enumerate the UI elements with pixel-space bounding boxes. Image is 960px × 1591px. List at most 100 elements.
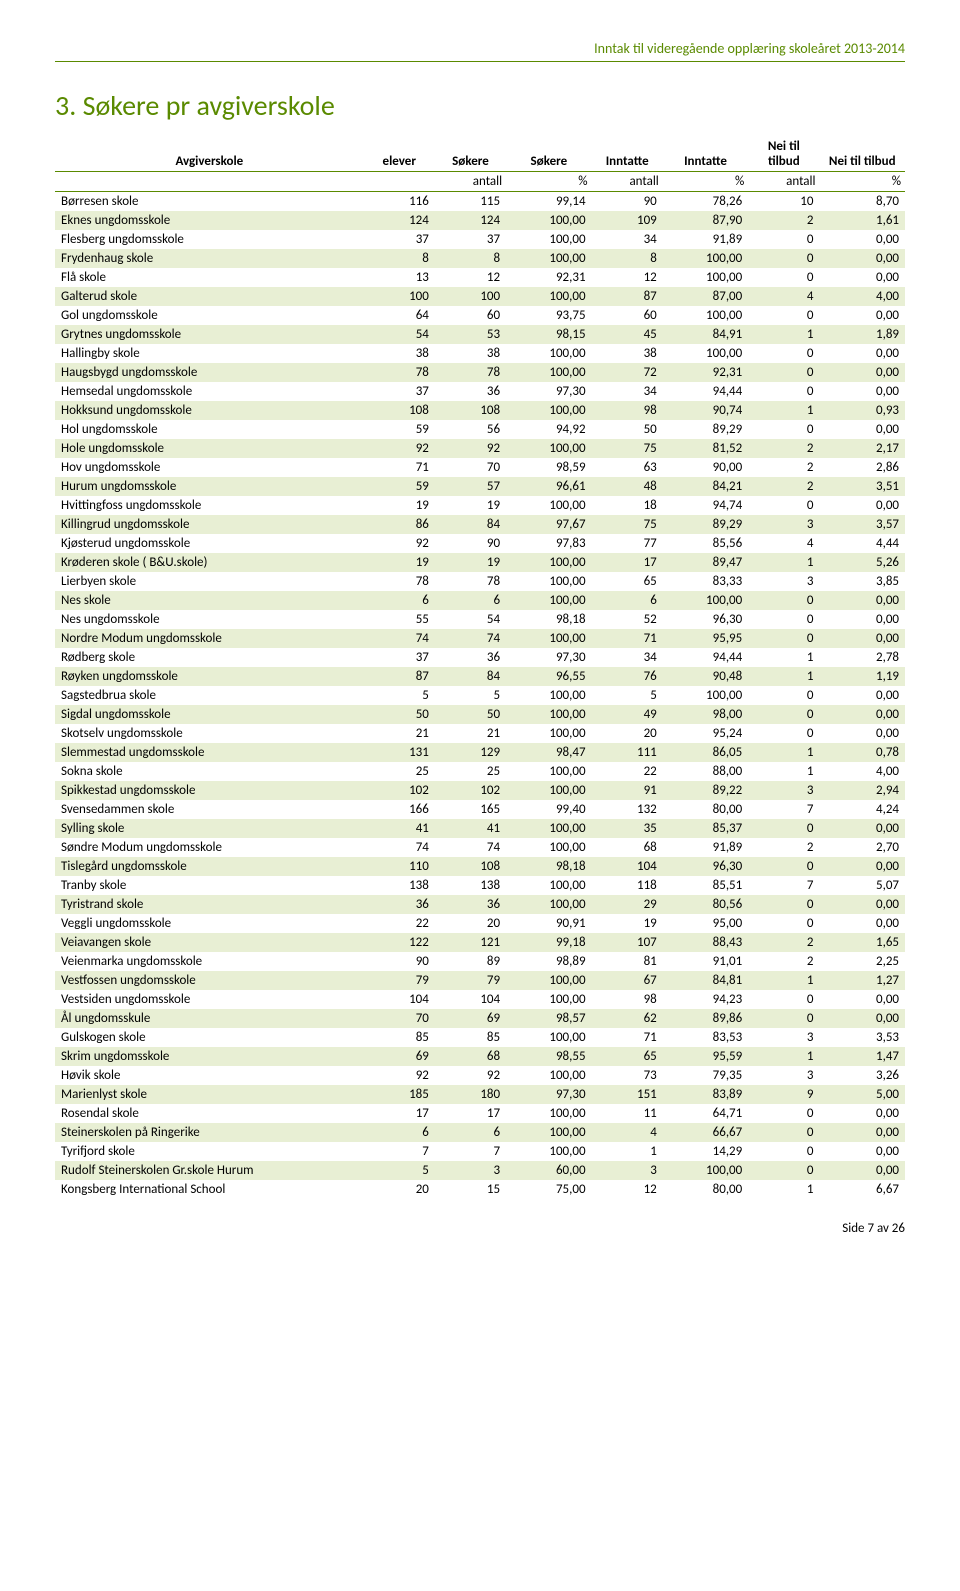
cell-value: 165 xyxy=(435,800,506,819)
cell-value: 89,86 xyxy=(663,1009,748,1028)
cell-value: 22 xyxy=(364,914,435,933)
cell-value: 41 xyxy=(435,819,506,838)
cell-value: 0,00 xyxy=(819,895,905,914)
cell-name: Veiavangen skole xyxy=(55,933,364,952)
cell-value: 62 xyxy=(592,1009,663,1028)
cell-value: 100,00 xyxy=(506,990,591,1009)
th2-pct2: % xyxy=(663,172,748,192)
cell-value: 89,29 xyxy=(663,420,748,439)
table-row: Tislegård ungdomsskole11010898,1810496,3… xyxy=(55,857,905,876)
cell-value: 85,56 xyxy=(663,534,748,553)
cell-value: 19 xyxy=(435,553,506,572)
cell-value: 55 xyxy=(364,610,435,629)
cell-value: 19 xyxy=(364,496,435,515)
cell-value: 68 xyxy=(435,1047,506,1066)
cell-value: 185 xyxy=(364,1085,435,1104)
cell-value: 3 xyxy=(592,1161,663,1180)
cell-value: 88,00 xyxy=(663,762,748,781)
cell-value: 45 xyxy=(592,325,663,344)
th-avgiverskole: Avgiverskole xyxy=(55,137,364,172)
cell-value: 2,70 xyxy=(819,838,905,857)
th2-antall2: antall xyxy=(592,172,663,192)
cell-value: 83,33 xyxy=(663,572,748,591)
cell-value: 124 xyxy=(435,211,506,230)
cell-value: 83,89 xyxy=(663,1085,748,1104)
cell-name: Rødberg skole xyxy=(55,648,364,667)
cell-value: 65 xyxy=(592,572,663,591)
cell-value: 94,92 xyxy=(506,420,591,439)
cell-value: 0 xyxy=(748,686,819,705)
cell-value: 100,00 xyxy=(506,971,591,990)
cell-value: 0 xyxy=(748,895,819,914)
cell-name: Rudolf Steinerskolen Gr.skole Hurum xyxy=(55,1161,364,1180)
cell-value: 0 xyxy=(748,249,819,268)
cell-value: 96,55 xyxy=(506,667,591,686)
cell-value: 100,00 xyxy=(506,819,591,838)
cell-name: Slemmestad ungdomsskole xyxy=(55,743,364,762)
cell-value: 107 xyxy=(592,933,663,952)
cell-value: 118 xyxy=(592,876,663,895)
th2-antall1: antall xyxy=(435,172,506,192)
cell-value: 10 xyxy=(748,192,819,212)
cell-value: 65 xyxy=(592,1047,663,1066)
table-row: Galterud skole100100100,008787,0044,00 xyxy=(55,287,905,306)
cell-value: 20 xyxy=(364,1180,435,1199)
table-row: Ål ungdomsskule706998,576289,8600,00 xyxy=(55,1009,905,1028)
cell-value: 110 xyxy=(364,857,435,876)
cell-value: 100,00 xyxy=(506,895,591,914)
table-row: Veienmarka ungdomsskole908998,898191,012… xyxy=(55,952,905,971)
cell-value: 95,00 xyxy=(663,914,748,933)
cell-value: 59 xyxy=(364,420,435,439)
th2-pct3: % xyxy=(819,172,905,192)
table-row: Sylling skole4141100,003585,3700,00 xyxy=(55,819,905,838)
cell-name: Svensedammen skole xyxy=(55,800,364,819)
cell-value: 79 xyxy=(435,971,506,990)
section-title: 3. Søkere pr avgiverskole xyxy=(55,88,905,123)
cell-value: 71 xyxy=(364,458,435,477)
cell-value: 60,00 xyxy=(506,1161,591,1180)
cell-value: 17 xyxy=(364,1104,435,1123)
cell-value: 0,93 xyxy=(819,401,905,420)
th2-blank xyxy=(55,172,364,192)
cell-value: 1 xyxy=(748,971,819,990)
th2-blank2 xyxy=(364,172,435,192)
cell-value: 19 xyxy=(435,496,506,515)
table-row: Gulskogen skole8585100,007183,5333,53 xyxy=(55,1028,905,1047)
table-row: Vestfossen ungdomsskole7979100,006784,81… xyxy=(55,971,905,990)
cell-name: Marienlyst skole xyxy=(55,1085,364,1104)
cell-value: 0 xyxy=(748,724,819,743)
cell-name: Tranby skole xyxy=(55,876,364,895)
cell-name: Gol ungdomsskole xyxy=(55,306,364,325)
cell-value: 19 xyxy=(364,553,435,572)
cell-value: 75 xyxy=(592,515,663,534)
cell-value: 100,00 xyxy=(506,876,591,895)
cell-value: 98,55 xyxy=(506,1047,591,1066)
cell-value: 2 xyxy=(748,477,819,496)
cell-value: 36 xyxy=(364,895,435,914)
cell-value: 34 xyxy=(592,382,663,401)
cell-name: Eknes ungdomsskole xyxy=(55,211,364,230)
cell-value: 78 xyxy=(364,572,435,591)
cell-value: 0 xyxy=(748,382,819,401)
cell-value: 0 xyxy=(748,496,819,515)
table-row: Røyken ungdomsskole878496,557690,4811,19 xyxy=(55,667,905,686)
cell-value: 37 xyxy=(364,382,435,401)
cell-value: 56 xyxy=(435,420,506,439)
cell-value: 0 xyxy=(748,1161,819,1180)
cell-value: 100,00 xyxy=(506,686,591,705)
cell-value: 53 xyxy=(435,325,506,344)
cell-name: Røyken ungdomsskole xyxy=(55,667,364,686)
cell-value: 20 xyxy=(435,914,506,933)
cell-value: 180 xyxy=(435,1085,506,1104)
cell-value: 98,47 xyxy=(506,743,591,762)
cell-value: 22 xyxy=(592,762,663,781)
table-row: Lierbyen skole7878100,006583,3333,85 xyxy=(55,572,905,591)
cell-value: 68 xyxy=(592,838,663,857)
cell-value: 100,00 xyxy=(506,572,591,591)
cell-value: 72 xyxy=(592,363,663,382)
cell-name: Killingrud ungdomsskole xyxy=(55,515,364,534)
cell-value: 74 xyxy=(435,629,506,648)
cell-value: 6,67 xyxy=(819,1180,905,1199)
cell-value: 91,01 xyxy=(663,952,748,971)
cell-value: 84,91 xyxy=(663,325,748,344)
